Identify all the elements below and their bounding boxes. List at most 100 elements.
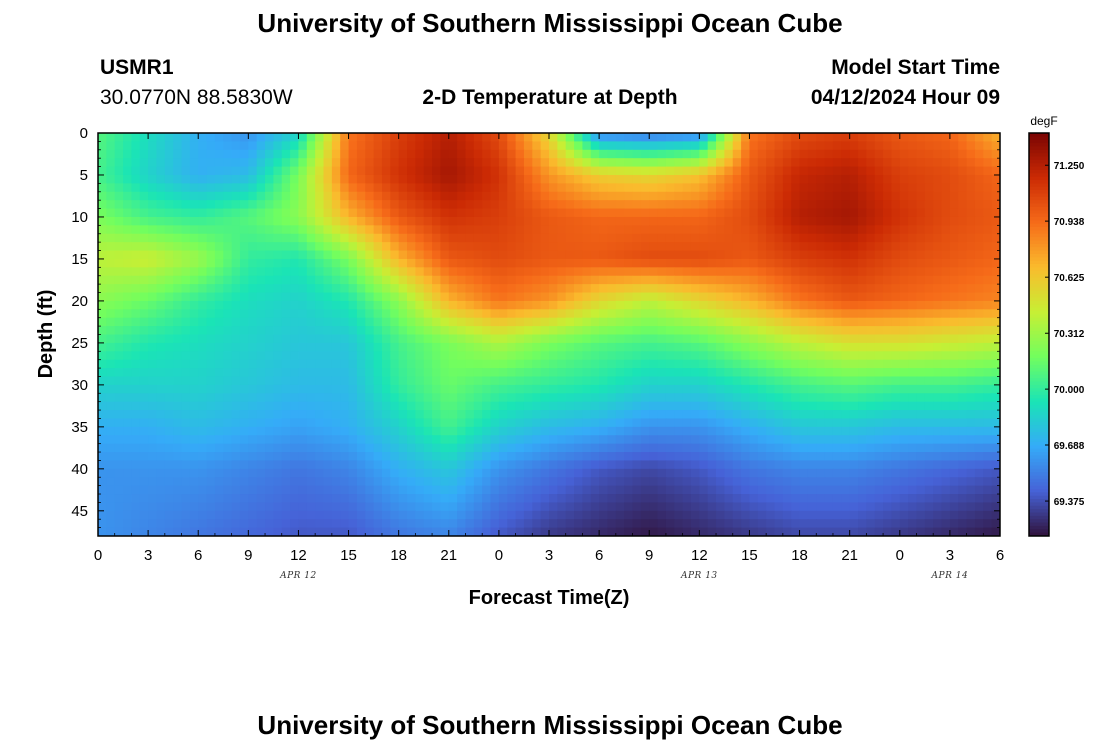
heatmap-cell [106, 158, 116, 168]
heatmap-cell [498, 141, 508, 151]
heatmap-cell [958, 166, 968, 176]
heatmap-cell [256, 502, 266, 512]
heatmap-cell [974, 191, 984, 201]
heatmap-cell [398, 351, 408, 361]
heatmap-cell [273, 334, 283, 344]
heatmap-cell [206, 309, 216, 319]
heatmap-cell [465, 158, 475, 168]
heatmap-cell [824, 418, 834, 428]
heatmap-cell [916, 485, 926, 495]
heatmap-cell [924, 317, 934, 327]
heatmap-cell [248, 384, 258, 394]
heatmap-cell [832, 174, 842, 184]
heatmap-cell [599, 309, 609, 319]
heatmap-cell [256, 418, 266, 428]
heatmap-cell [858, 317, 867, 327]
heatmap-cell [632, 376, 642, 386]
heatmap-cell [532, 300, 542, 310]
heatmap-cell [782, 401, 792, 411]
heatmap-cell [281, 384, 291, 394]
heatmap-cell [832, 166, 842, 176]
heatmap-cell [415, 200, 425, 210]
heatmap-cell [582, 216, 592, 226]
heatmap-cell [398, 452, 408, 462]
heatmap-cell [716, 485, 725, 495]
heatmap-cell [582, 149, 592, 159]
heatmap-cell [298, 208, 308, 218]
heatmap-cell [114, 258, 124, 268]
heatmap-cell [164, 183, 174, 193]
heatmap-cell [356, 166, 366, 176]
heatmap-cell [390, 334, 400, 344]
heatmap-cell [549, 133, 558, 142]
heatmap-cell [465, 317, 475, 327]
heatmap-cell [398, 376, 408, 386]
heatmap-cell [883, 309, 893, 319]
heatmap-cell [490, 510, 500, 520]
heatmap-cell [824, 267, 834, 277]
heatmap-cell [799, 376, 809, 386]
heatmap-cell [123, 317, 133, 327]
heatmap-cell [423, 166, 433, 176]
heatmap-cell [933, 267, 943, 277]
heatmap-cell [732, 468, 742, 478]
heatmap-cell [465, 351, 475, 361]
heatmap-cell [265, 468, 274, 478]
heatmap-cell [615, 250, 625, 260]
heatmap-cell [290, 401, 300, 411]
heatmap-cell [123, 452, 133, 462]
heatmap-cell [590, 317, 600, 327]
heatmap-cell [448, 208, 458, 218]
heatmap-cell [707, 418, 717, 428]
heatmap-cell [640, 141, 650, 151]
heatmap-cell [908, 468, 918, 478]
heatmap-cell [924, 216, 934, 226]
heatmap-cell [807, 443, 817, 453]
heatmap-cell [306, 468, 316, 478]
heatmap-cell [515, 284, 525, 294]
heatmap-cell [515, 418, 525, 428]
heatmap-cell [582, 401, 592, 411]
heatmap-cell [457, 368, 467, 378]
heatmap-cell [290, 485, 300, 495]
heatmap-cell [674, 233, 684, 243]
heatmap-cell [131, 267, 141, 277]
heatmap-cell [565, 174, 575, 184]
heatmap-cell [181, 267, 191, 277]
heatmap-cell [173, 284, 183, 294]
heatmap-cell [841, 250, 851, 260]
heatmap-cell [540, 158, 550, 168]
heatmap-cell [106, 258, 116, 268]
heatmap-cell [390, 133, 400, 142]
heatmap-cell [457, 242, 467, 252]
heatmap-cell [123, 502, 133, 512]
heatmap-cell [498, 426, 508, 436]
heatmap-cell [640, 233, 650, 243]
heatmap-cell [924, 435, 934, 445]
heatmap-cell [156, 460, 166, 470]
heatmap-cell [440, 334, 450, 344]
heatmap-cell [156, 342, 166, 352]
heatmap-cell [164, 485, 174, 495]
heatmap-cell [933, 401, 943, 411]
heatmap-cell [665, 216, 675, 226]
heatmap-cell [457, 468, 467, 478]
heatmap-cell [716, 158, 725, 168]
heatmap-cell [807, 359, 817, 369]
heatmap-cell [615, 216, 625, 226]
heatmap-cell [599, 418, 609, 428]
heatmap-cell [532, 452, 542, 462]
heatmap-cell [724, 384, 734, 394]
heatmap-cell [390, 225, 400, 235]
heatmap-cell [782, 368, 792, 378]
heatmap-cell [949, 485, 959, 495]
heatmap-cell [690, 435, 700, 445]
heatmap-cell [924, 393, 934, 403]
heatmap-cell [407, 258, 416, 268]
heatmap-cell [231, 174, 241, 184]
heatmap-cell [98, 460, 107, 470]
heatmap-cell [239, 334, 249, 344]
heatmap-cell [807, 384, 817, 394]
heatmap-cell [181, 166, 191, 176]
heatmap-cell [273, 452, 283, 462]
